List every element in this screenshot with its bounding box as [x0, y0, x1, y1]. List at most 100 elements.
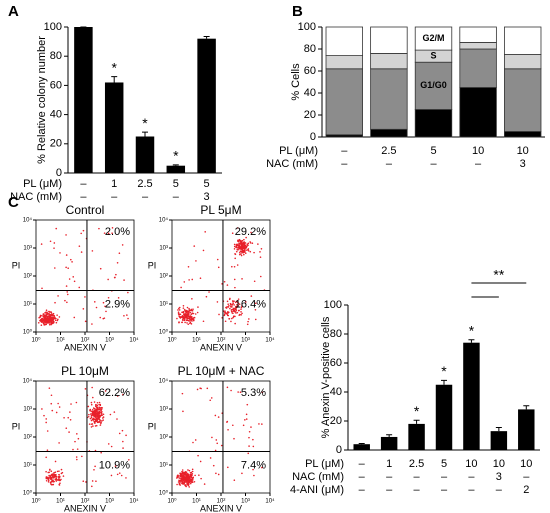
event-dot [208, 291, 210, 293]
event-dot [95, 306, 98, 309]
event-dot [98, 403, 100, 406]
event-dot [51, 483, 54, 486]
y-axis-label: PI [12, 260, 21, 270]
event-dot [41, 319, 44, 322]
event-dot [233, 243, 236, 246]
event-dot [240, 308, 242, 310]
event-dot [234, 286, 236, 289]
event-dot [178, 477, 181, 479]
event-dot [202, 249, 205, 252]
x-row-label: 5 [204, 178, 210, 190]
event-dot [183, 308, 186, 311]
event-dot [178, 306, 181, 309]
event-dot [96, 404, 99, 407]
quadrant-percent: 2.0% [105, 226, 130, 238]
event-dot [118, 252, 121, 255]
event-dot [99, 424, 102, 426]
x-row-label: – [341, 145, 348, 157]
event-dot [66, 293, 69, 296]
event-dot [245, 301, 247, 303]
event-dot [94, 421, 96, 424]
bar-segment [414, 61, 453, 110]
event-dot [191, 298, 193, 300]
event-dot [228, 298, 231, 301]
plot-title: PL 10μM [61, 364, 109, 378]
event-dot [49, 481, 52, 484]
event-dot [105, 310, 107, 313]
event-dot [43, 414, 45, 417]
event-dot [186, 314, 189, 317]
event-dot [178, 321, 180, 324]
event-dot [48, 315, 51, 317]
x-row-label: – [414, 484, 421, 496]
x-row-label: 5 [173, 178, 179, 190]
y-tick-label: 10⁰ [159, 490, 169, 497]
event-dot [235, 309, 238, 312]
event-dot [95, 404, 97, 407]
event-dot [94, 449, 97, 452]
event-dot [93, 411, 95, 413]
event-dot [191, 472, 194, 475]
event-dot [234, 308, 236, 311]
event-dot [41, 408, 43, 410]
event-dot [187, 483, 190, 486]
x-row-name: 4-ANI (μM) [290, 484, 344, 496]
event-dot [182, 311, 185, 314]
x-tick-label: 10¹ [56, 338, 65, 344]
event-dot [122, 447, 124, 449]
event-dot [197, 454, 199, 457]
event-dot [183, 315, 185, 317]
event-dot [55, 476, 58, 478]
y-axis-label: PI [12, 421, 21, 431]
x-tick-label: 10⁴ [265, 337, 275, 344]
event-dot [183, 317, 186, 320]
x-row-label: 10 [517, 145, 529, 157]
event-dot [240, 242, 242, 245]
event-dot [191, 278, 194, 281]
bar [518, 409, 535, 450]
event-dot [122, 393, 124, 396]
event-dot [94, 465, 96, 468]
event-dot [73, 316, 76, 319]
event-dot [189, 482, 192, 485]
quadrant-percent: 10.9% [99, 459, 130, 471]
event-dot [68, 278, 71, 280]
error-bar [523, 405, 530, 410]
event-dot [229, 303, 232, 306]
y-tick-label: 100 [324, 299, 342, 311]
event-dot [89, 408, 92, 411]
event-dot [181, 477, 184, 479]
event-dot [216, 301, 219, 303]
event-dot [47, 471, 50, 474]
y-tick-label: 0 [336, 444, 342, 456]
x-row-label: – [80, 191, 87, 203]
event-dot [184, 310, 187, 313]
event-dot [54, 478, 57, 481]
event-dot [231, 232, 234, 234]
event-dot [101, 411, 103, 413]
event-dot [41, 287, 43, 290]
event-dot [69, 411, 71, 413]
event-dot [98, 412, 101, 415]
event-dot [54, 301, 56, 304]
quadrant-percent: 62.2% [99, 387, 130, 399]
event-dot [189, 315, 192, 317]
event-dot [98, 227, 100, 230]
event-dot [233, 278, 236, 281]
segment-label: S [430, 51, 436, 61]
event-dot [50, 470, 53, 473]
event-dot [244, 242, 247, 244]
x-row-label: – [523, 471, 530, 483]
event-dot [247, 452, 250, 455]
y-tick-label: 10³ [159, 407, 168, 413]
event-dot [237, 391, 239, 393]
event-dot [189, 321, 192, 324]
event-dot [261, 466, 263, 469]
bar-segment [414, 109, 453, 138]
event-dot [102, 317, 105, 320]
event-dot [217, 266, 220, 269]
event-dot [192, 308, 194, 310]
event-dot [116, 262, 119, 264]
event-dot [46, 315, 48, 318]
x-row-label: 1 [111, 178, 117, 190]
